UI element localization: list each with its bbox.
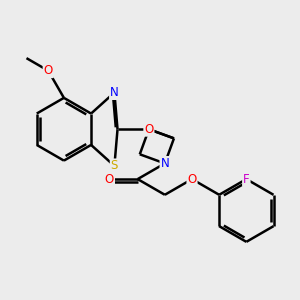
Text: N: N — [160, 157, 169, 170]
Text: O: O — [144, 123, 154, 136]
Text: O: O — [44, 64, 53, 77]
Text: F: F — [243, 172, 250, 186]
Text: N: N — [110, 86, 119, 99]
Text: O: O — [188, 172, 196, 186]
Text: O: O — [105, 172, 114, 186]
Text: S: S — [111, 159, 118, 172]
